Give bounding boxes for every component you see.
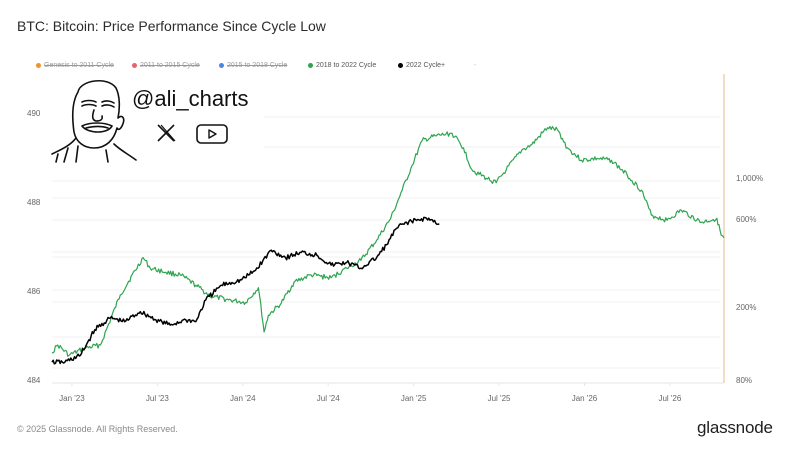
right-axis-tick-label: 1,000% <box>736 174 763 183</box>
watermark-handle: @ali_charts <box>132 86 249 111</box>
x-axis-tick-label: Jan '26 <box>572 394 598 403</box>
right-axis-tick-label: 80% <box>736 376 752 385</box>
legend-dot <box>308 63 313 68</box>
legend-label: - <box>474 62 477 69</box>
legend-dot <box>219 63 224 68</box>
legend-item-other[interactable]: - <box>474 62 476 69</box>
x-axis-tick-label: Jan '25 <box>401 394 427 403</box>
right-axis-tick-label: 200% <box>736 303 756 312</box>
x-logo-icon <box>157 124 176 142</box>
series-group <box>51 125 725 365</box>
legend-label: 2011 to 2015 Cycle <box>140 62 200 69</box>
legend-label: 2015 to 2018 Cycle <box>227 62 288 69</box>
left-axis-tick-label: 486 <box>27 287 41 296</box>
watermark: @ali_charts <box>48 74 264 164</box>
legend-item-2022-cycle-plus[interactable]: 2022 Cycle+ <box>398 62 445 69</box>
x-axis-tick-label: Jul '25 <box>488 394 511 403</box>
series-line-2018-to-2022-cycle <box>51 125 725 357</box>
legend-label: 2022 Cycle+ <box>406 62 446 69</box>
legend-item-genesis-to-2011[interactable]: Genesis to 2011 Cycle <box>36 62 114 69</box>
chart-title: BTC: Bitcoin: Price Performance Since Cy… <box>17 18 326 34</box>
right-axis: 80% 200% 600% 1,000% <box>736 174 763 385</box>
legend-item-2018-to-2022[interactable]: 2018 to 2022 Cycle <box>308 62 376 69</box>
x-axis-tick-label: Jan '24 <box>230 394 256 403</box>
youtube-icon <box>196 124 228 144</box>
copyright: © 2025 Glassnode. All Rights Reserved. <box>17 424 178 434</box>
legend-dot <box>132 63 137 68</box>
meme-face-icon <box>51 80 137 163</box>
left-axis-tick-label: 488 <box>27 198 41 207</box>
legend-item-2011-to-2015[interactable]: 2011 to 2015 Cycle <box>132 62 200 69</box>
right-axis-tick-label: 600% <box>736 215 756 224</box>
legend-dot <box>36 63 41 68</box>
left-axis: 484 486 488 490 <box>27 109 41 385</box>
x-axis-tick-label: Jan '23 <box>59 394 85 403</box>
left-axis-tick-label: 484 <box>27 376 41 385</box>
left-axis-tick-label: 490 <box>27 109 41 118</box>
series-line-2022-cycle-plus <box>51 216 440 365</box>
legend-item-2015-to-2018[interactable]: 2015 to 2018 Cycle <box>219 62 287 69</box>
glassnode-logo: glassnode <box>697 418 773 437</box>
x-axis: Jan '23 Jul '23 Jan '24 Jul '24 Jan '25 Jul '… <box>59 383 682 403</box>
legend-label: 2018 to 2022 Cycle <box>316 62 377 69</box>
legend-label: Genesis to 2011 Cycle <box>44 62 114 69</box>
legend-dot <box>398 63 403 68</box>
x-axis-tick-label: Jul '26 <box>658 394 681 403</box>
x-axis-tick-label: Jul '23 <box>146 394 169 403</box>
x-axis-tick-label: Jul '24 <box>317 394 340 403</box>
